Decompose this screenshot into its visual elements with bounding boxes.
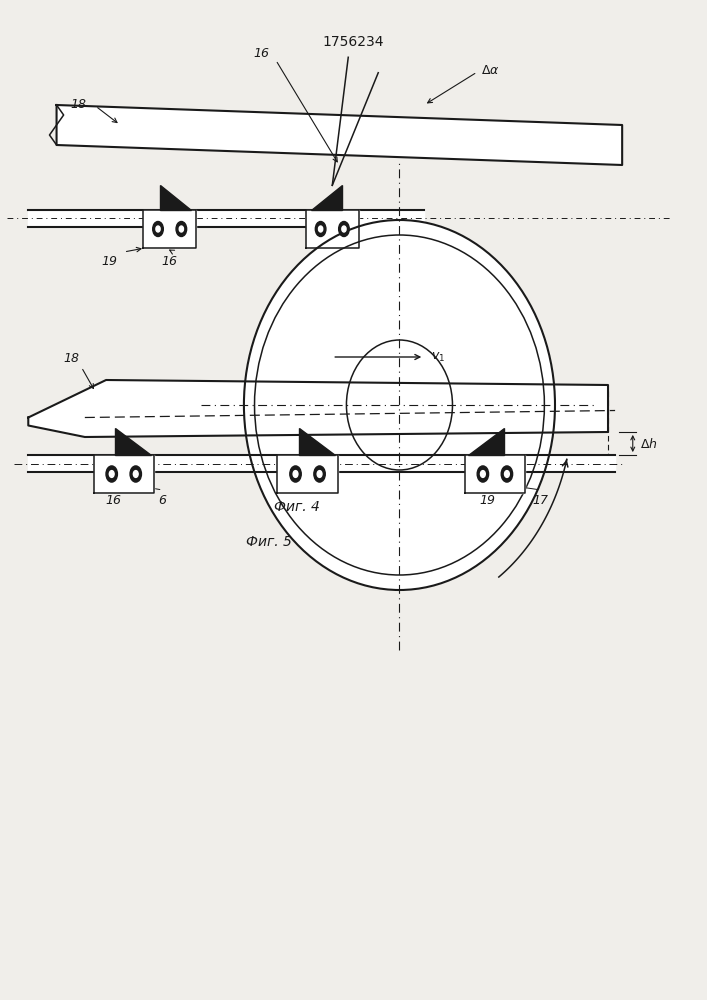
Polygon shape	[28, 210, 424, 227]
Circle shape	[293, 471, 298, 477]
Text: 19: 19	[102, 255, 117, 268]
Text: $\Delta h$: $\Delta h$	[640, 436, 658, 450]
Polygon shape	[143, 210, 196, 248]
Text: 16: 16	[162, 255, 177, 268]
Polygon shape	[93, 455, 153, 493]
Circle shape	[153, 222, 163, 236]
Circle shape	[477, 466, 489, 482]
Circle shape	[339, 222, 349, 236]
Text: 19: 19	[480, 494, 496, 507]
Circle shape	[342, 226, 346, 232]
Polygon shape	[298, 428, 334, 455]
Polygon shape	[305, 210, 358, 248]
Circle shape	[176, 222, 187, 236]
Text: 17: 17	[533, 494, 549, 507]
Polygon shape	[57, 105, 622, 165]
Text: 16: 16	[254, 47, 269, 60]
Circle shape	[505, 471, 509, 477]
Polygon shape	[468, 428, 504, 455]
Circle shape	[134, 471, 138, 477]
Polygon shape	[28, 380, 608, 437]
Circle shape	[317, 471, 322, 477]
Text: Фиг. 5: Фиг. 5	[246, 535, 291, 549]
Polygon shape	[465, 455, 525, 493]
Circle shape	[314, 466, 325, 482]
Polygon shape	[115, 428, 151, 455]
Circle shape	[290, 466, 301, 482]
Polygon shape	[311, 185, 342, 210]
Circle shape	[106, 466, 117, 482]
Circle shape	[156, 226, 160, 232]
Polygon shape	[277, 455, 338, 493]
Circle shape	[318, 226, 322, 232]
Polygon shape	[28, 455, 615, 472]
Polygon shape	[160, 185, 191, 210]
Circle shape	[180, 226, 184, 232]
Ellipse shape	[244, 220, 555, 590]
Text: 18: 18	[64, 352, 80, 365]
Text: Фиг. 4: Фиг. 4	[274, 500, 320, 514]
Text: $\Delta\alpha$: $\Delta\alpha$	[481, 64, 499, 77]
Text: 1756234: 1756234	[323, 35, 384, 49]
Circle shape	[481, 471, 485, 477]
Circle shape	[501, 466, 513, 482]
Text: 16: 16	[105, 494, 121, 507]
Text: 18: 18	[71, 99, 87, 111]
Text: $v_1$: $v_1$	[431, 350, 445, 364]
Text: 6: 6	[158, 494, 167, 507]
Circle shape	[110, 471, 114, 477]
Circle shape	[315, 222, 326, 236]
Circle shape	[130, 466, 141, 482]
